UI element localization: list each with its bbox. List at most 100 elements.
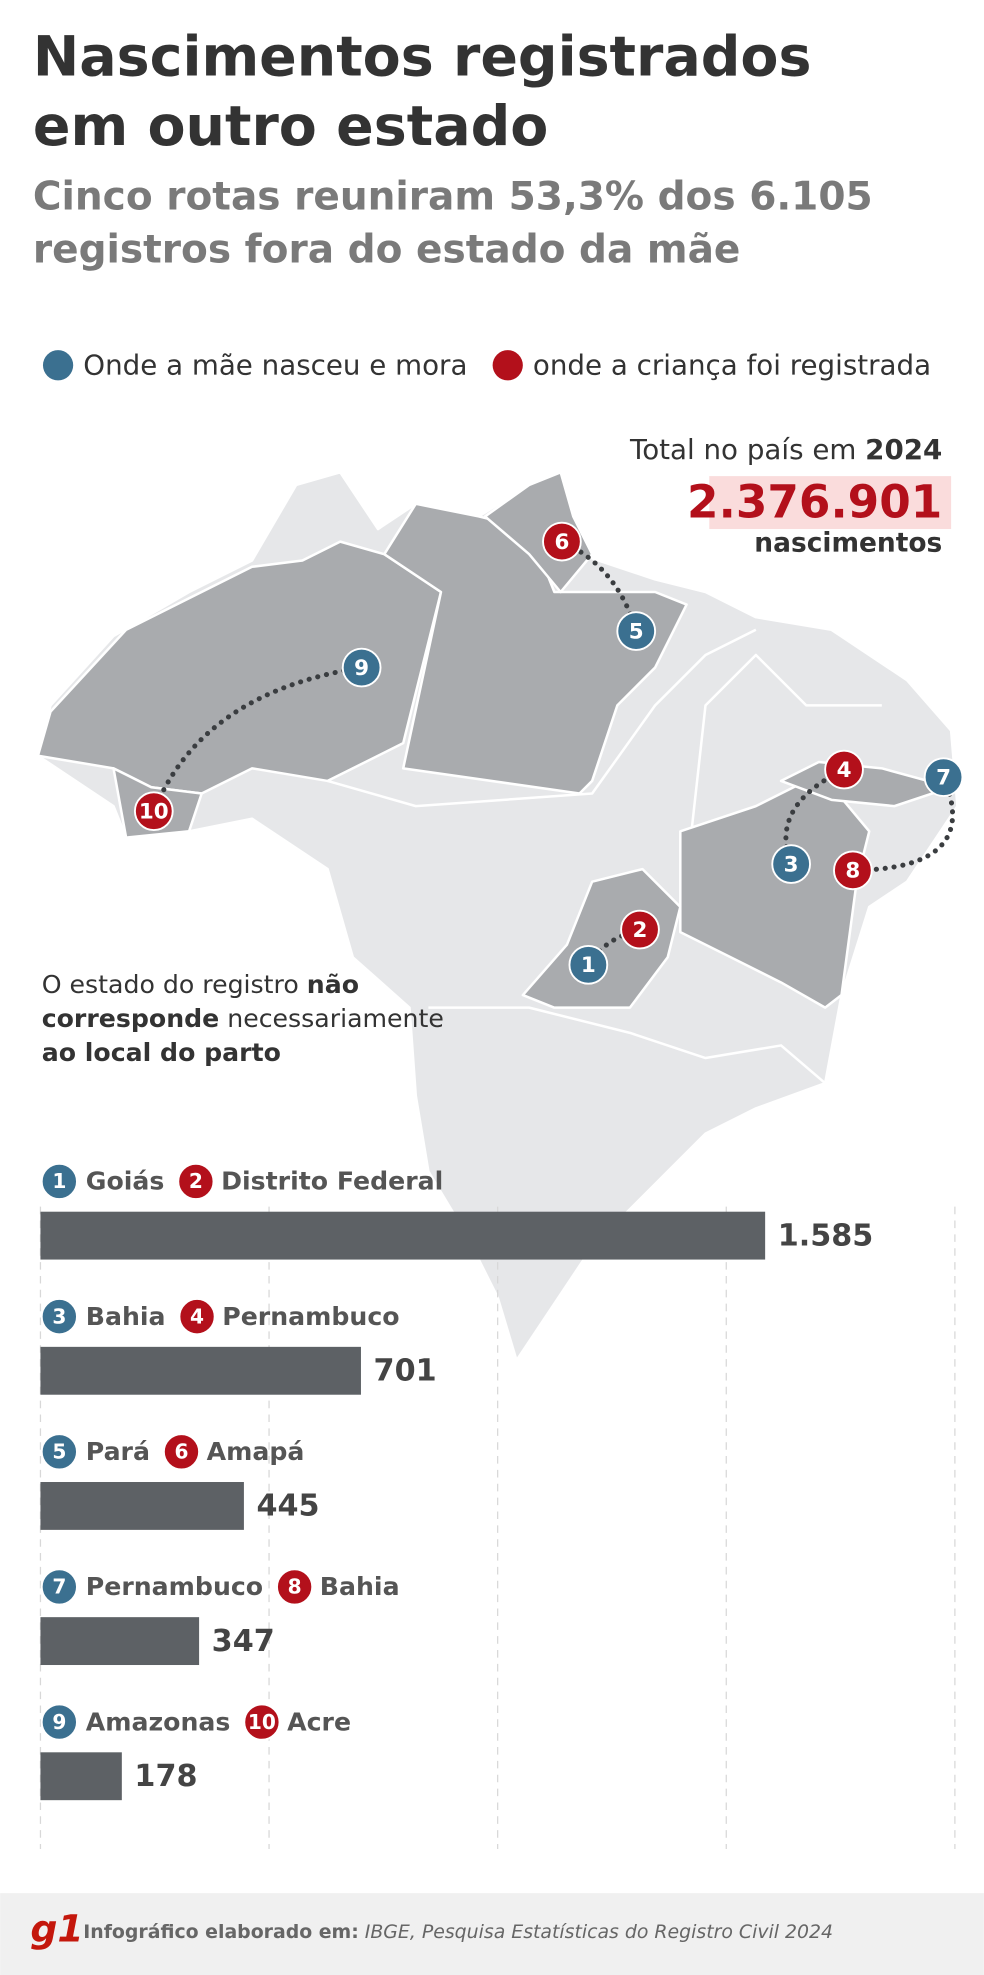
value-label: 347 — [212, 1624, 275, 1659]
badge-number: 10 — [248, 1710, 276, 1734]
badge — [824, 749, 864, 790]
route-line — [783, 767, 847, 867]
badge — [133, 791, 174, 831]
badge-number: 3 — [784, 852, 799, 877]
badge — [616, 611, 657, 651]
bar — [40, 1752, 122, 1801]
route-origin: Pernambuco — [86, 1572, 263, 1601]
route-line — [850, 774, 955, 873]
route-destination: Acre — [287, 1707, 351, 1736]
bar — [40, 1346, 361, 1395]
badge-number: 1 — [581, 953, 596, 978]
source-label: Infográfico elaborado em: — [83, 1921, 359, 1943]
route-origin: Amazonas — [86, 1707, 231, 1736]
badge — [40, 1298, 78, 1336]
badge-number: 2 — [633, 918, 648, 943]
badge — [177, 1162, 215, 1201]
route-destination: Amapá — [207, 1437, 305, 1466]
badge — [542, 521, 582, 562]
footer-bg — [0, 1893, 984, 1975]
badge — [178, 1298, 216, 1336]
map-state — [521, 867, 682, 1009]
badge — [620, 909, 660, 950]
value-label: 178 — [134, 1759, 197, 1794]
route-origin: Bahia — [86, 1302, 166, 1331]
note: corresponde necessariamente — [42, 1004, 444, 1033]
route-origin: Goiás — [86, 1167, 165, 1196]
badge — [923, 757, 964, 797]
note-part: necessariamente — [219, 1004, 444, 1033]
note-part: corresponde — [42, 1004, 220, 1033]
badge-number: 9 — [354, 656, 369, 681]
badge-number: 1 — [52, 1169, 66, 1193]
badge-number: 2 — [189, 1169, 203, 1193]
legend-label: Onde a mãe nasceu e mora — [83, 349, 467, 382]
badge — [40, 1162, 78, 1201]
map-border — [327, 628, 757, 808]
badge-number: 8 — [845, 859, 860, 884]
legend-marker — [492, 350, 523, 381]
route-destination: Distrito Federal — [221, 1167, 443, 1196]
map-badges: 1 2 3 4 5 6 7 8 9 10 — [133, 521, 964, 985]
note-part: ao local do parto — [42, 1038, 281, 1067]
subtitle: Cinco rotas reuniram 53,3% dos 6.105 — [33, 175, 873, 220]
badge — [243, 1703, 281, 1741]
map-state — [483, 471, 594, 594]
badge-number: 6 — [174, 1440, 188, 1464]
total-highlight — [709, 476, 952, 530]
badge-number: 8 — [288, 1575, 302, 1599]
badge — [40, 1433, 78, 1471]
badge-number: 7 — [936, 765, 951, 790]
badge-number: 4 — [190, 1304, 204, 1328]
route-origin: Pará — [86, 1437, 150, 1466]
legend-marker — [42, 350, 74, 381]
title: Nascimentos registrados — [33, 26, 812, 90]
route-destination: Bahia — [320, 1572, 400, 1601]
badge-number: 6 — [554, 530, 569, 555]
badge — [276, 1568, 314, 1606]
route-destination: Pernambuco — [222, 1302, 399, 1331]
badge-number: 5 — [629, 619, 644, 644]
subtitle: registros fora do estado da mãe — [33, 227, 741, 272]
legend-label: onde a criança foi registrada — [533, 349, 931, 382]
total-prefix: Total no país em — [629, 433, 856, 466]
badge-number: 10 — [139, 799, 169, 824]
badge — [568, 944, 609, 985]
source: Infográfico elaborado em: IBGE, Pesquisa… — [83, 1921, 833, 1943]
badge-number: 3 — [52, 1304, 66, 1328]
note-part: não — [307, 970, 359, 999]
badge-number: 7 — [52, 1575, 66, 1599]
route-line — [151, 665, 365, 814]
bar — [40, 1482, 244, 1530]
badge — [341, 647, 382, 688]
badge — [771, 844, 811, 884]
bar-chart: 1 Goiás 2 Distrito Federal 1.585 3 Bahia 4 Perna… — [39, 1162, 956, 1850]
bar — [40, 1211, 766, 1260]
badge — [162, 1433, 201, 1471]
badge-number: 4 — [837, 758, 852, 783]
value-label: 445 — [257, 1489, 320, 1524]
source-text: IBGE, Pesquisa Estatísticas do Registro … — [365, 1921, 833, 1943]
value-label: 1.585 — [778, 1218, 874, 1253]
map-border — [428, 1006, 826, 1085]
total-value: 2.376.901 — [687, 476, 942, 529]
brand: g1 — [30, 1906, 83, 1950]
map-border — [679, 653, 882, 933]
total-year: 2024 — [865, 433, 942, 466]
total-caption: Total no país em 2024 — [629, 433, 942, 466]
note-part: O estado do registro — [42, 970, 307, 999]
badge — [40, 1703, 78, 1741]
badge — [40, 1568, 78, 1606]
note: ao local do parto — [42, 1038, 281, 1067]
badge-number: 9 — [52, 1710, 66, 1734]
title: em outro estado — [33, 95, 548, 159]
badge-number: 5 — [52, 1440, 66, 1464]
bar — [40, 1617, 200, 1666]
total-unit: nascimentos — [754, 528, 942, 559]
note: O estado do registro não — [42, 970, 359, 999]
value-label: 701 — [374, 1354, 437, 1389]
badge — [833, 850, 873, 891]
